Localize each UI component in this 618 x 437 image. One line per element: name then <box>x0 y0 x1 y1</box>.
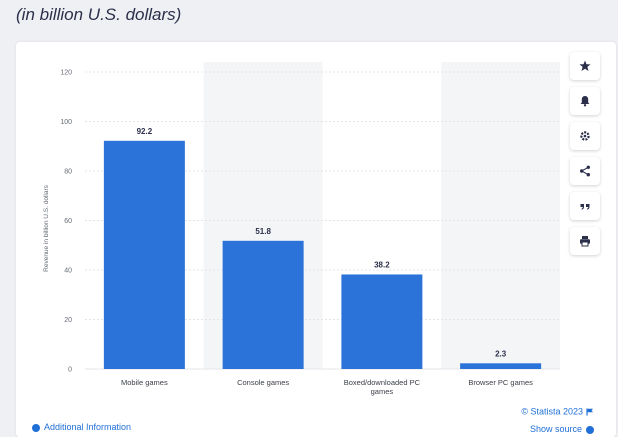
star-icon <box>579 60 591 71</box>
share-icon <box>580 165 590 177</box>
gear-icon <box>580 131 590 141</box>
y-tick-label: 40 <box>64 268 72 275</box>
chart-toolbar <box>570 52 600 262</box>
y-tick-label: 120 <box>60 70 72 77</box>
additional-information-label: Additional Information <box>44 422 132 432</box>
print-icon <box>580 236 590 247</box>
bar <box>103 140 185 369</box>
show-source-label: Show source <box>529 424 582 434</box>
bar-value-label: 2.3 <box>495 349 507 358</box>
additional-information-link[interactable]: Additional Information <box>32 422 131 432</box>
show-source-link[interactable]: Show source <box>530 424 594 434</box>
x-tick-label: Browser PC games <box>468 378 533 387</box>
y-tick-label: 80 <box>64 169 72 176</box>
quote-icon <box>580 204 590 210</box>
y-tick-label: 0 <box>68 367 72 374</box>
y-tick-label: 20 <box>64 317 72 324</box>
bar <box>460 363 542 369</box>
bar-value-label: 92.2 <box>137 127 153 136</box>
settings-button[interactable] <box>570 122 600 150</box>
x-tick-label: Console games <box>237 378 289 387</box>
bar-value-label: 38.2 <box>374 260 390 269</box>
chart-subtitle: (in billion U.S. dollars) <box>16 5 182 24</box>
bar-value-label: 51.8 <box>255 227 271 236</box>
favorite-button[interactable] <box>570 52 600 80</box>
bar <box>222 240 304 369</box>
x-tick-label: Mobile games <box>121 378 168 387</box>
category-band <box>441 62 560 369</box>
x-tick-label: Boxed/downloaded PC <box>344 378 421 387</box>
info-icon <box>32 423 40 432</box>
y-axis-label: Revenue in billion U.S. dollars <box>43 184 50 271</box>
x-tick-label: games <box>371 387 394 396</box>
notification-button[interactable] <box>570 87 600 115</box>
flag-icon <box>586 408 593 416</box>
bell-icon <box>580 96 590 107</box>
bar <box>341 274 423 369</box>
share-button[interactable] <box>570 157 600 185</box>
credit-text: © Statista 2023 <box>521 406 583 417</box>
info-icon <box>586 425 594 434</box>
y-tick-label: 100 <box>60 119 72 126</box>
print-button[interactable] <box>570 227 600 255</box>
statista-credit-link[interactable]: © Statista 2023 <box>521 406 594 417</box>
cite-button[interactable] <box>570 192 600 220</box>
y-tick-label: 60 <box>64 218 72 225</box>
